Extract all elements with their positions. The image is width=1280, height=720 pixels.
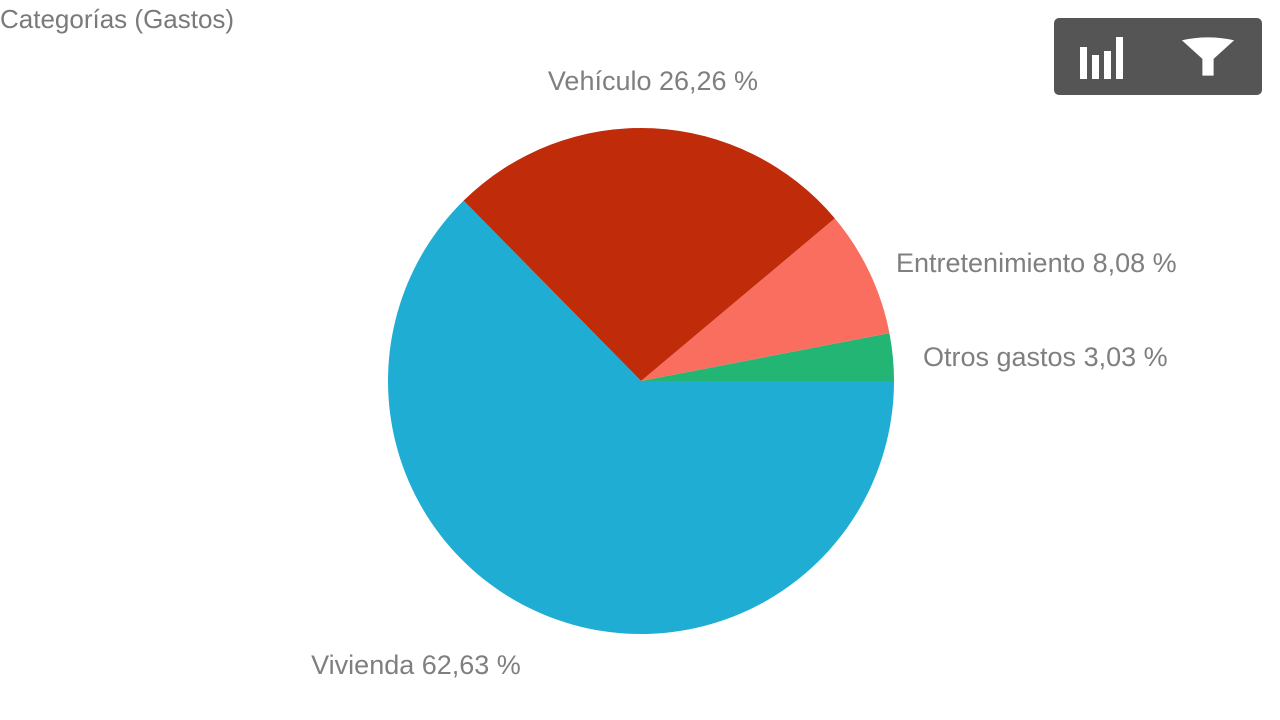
slice-label: Vehículo 26,26 % bbox=[548, 66, 758, 96]
pie-slice-vehículo[interactable] bbox=[463, 128, 835, 381]
chart-type-button[interactable] bbox=[1076, 29, 1132, 85]
bar-chart-icon bbox=[1080, 36, 1123, 79]
filter-icon bbox=[1181, 36, 1235, 76]
pie-slice-otros-gastos[interactable] bbox=[641, 333, 894, 381]
chart-toolbar bbox=[1054, 18, 1262, 95]
pie-labels: Otros gastos 3,03 % Entretenimiento 8,08 … bbox=[311, 66, 1177, 680]
slice-label: Otros gastos 3,03 % bbox=[923, 342, 1168, 372]
pie-slices bbox=[388, 128, 894, 635]
slice-label: Vivienda 62,63 % bbox=[311, 650, 521, 680]
chart-title: Categorías (Gastos) bbox=[0, 4, 235, 34]
filter-button[interactable] bbox=[1180, 29, 1236, 85]
pie-slice-vivienda[interactable] bbox=[388, 200, 894, 635]
slice-label: Entretenimiento 8,08 % bbox=[896, 248, 1177, 278]
pie-slice-entretenimiento[interactable] bbox=[641, 218, 890, 381]
